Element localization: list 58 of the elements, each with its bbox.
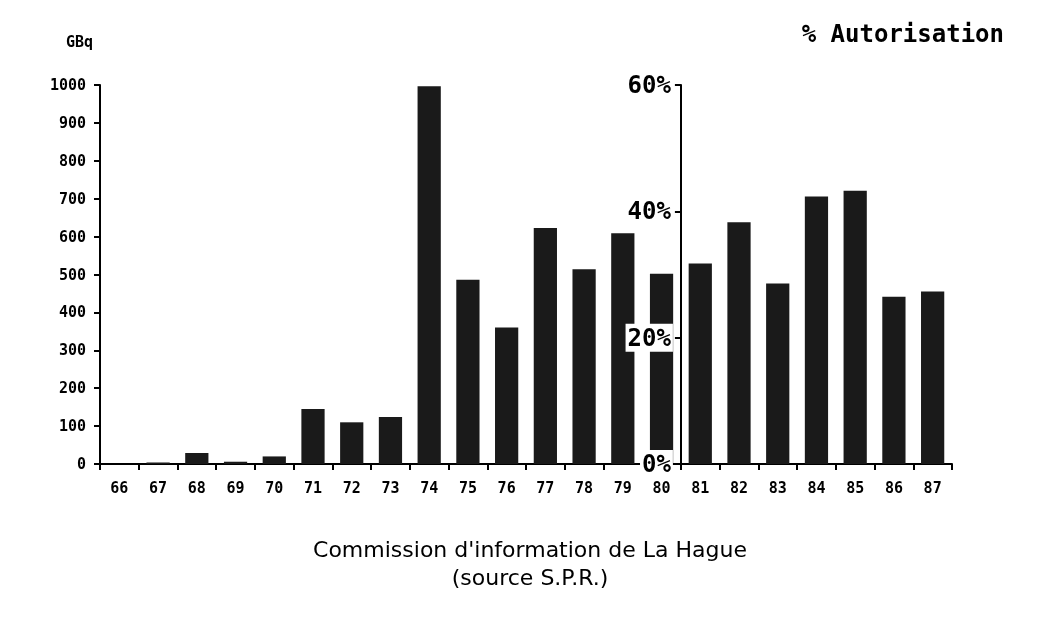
x-tick-label: 75 [458, 478, 477, 497]
y-axis-title: GBq [66, 32, 94, 51]
x-tick-label: 70 [265, 478, 284, 497]
bar [301, 409, 325, 464]
x-tick-label: 84 [807, 478, 826, 497]
bar [804, 196, 829, 464]
x-tick-label: 79 [613, 478, 632, 497]
x-tick-label: 72 [342, 478, 361, 497]
y-tick-label: 1000 [49, 76, 86, 94]
bar [456, 279, 480, 464]
y-tick-label: 200 [58, 379, 86, 398]
x-tick-label: 78 [575, 478, 594, 497]
bar [766, 283, 790, 464]
x-tick-label: 76 [497, 478, 516, 497]
y-tick-label: 0 [76, 455, 86, 473]
y-tick-label: 400 [58, 303, 86, 322]
y2-tick-label: 40% [627, 197, 672, 226]
x-tick-label: 66 [110, 478, 129, 497]
x-tick-label: 71 [303, 478, 323, 497]
bar [727, 222, 751, 464]
y-tick-label: 800 [58, 151, 86, 170]
y-tick-label: 600 [58, 227, 86, 246]
bar [572, 269, 596, 464]
x-tick-label: 74 [420, 478, 439, 497]
bar [185, 453, 209, 464]
x-tick-label: 87 [923, 478, 942, 497]
bar [417, 86, 441, 464]
y2-tick-label: 20% [627, 323, 672, 352]
bar [340, 422, 364, 464]
x-tick-label: 83 [768, 478, 787, 497]
x-tick-label: 67 [149, 478, 168, 497]
bar [843, 190, 867, 464]
bar [882, 296, 906, 464]
bar [921, 291, 945, 464]
x-tick-label: 68 [187, 478, 206, 497]
bar [495, 327, 519, 464]
bar [688, 263, 712, 464]
y2-axis-title: % Autorisation [801, 20, 1005, 48]
y2-tick-label: 60% [627, 71, 672, 99]
bar [533, 227, 557, 464]
text: (source S.P.R.) [451, 564, 609, 590]
bar [262, 456, 286, 464]
y-tick-label: 700 [58, 189, 86, 208]
x-tick-label: 73 [381, 478, 400, 497]
x-tick-label: 69 [226, 478, 245, 497]
x-tick-label: 81 [691, 478, 710, 497]
x-tick-label: 86 [884, 478, 903, 497]
y-tick-label: 300 [58, 341, 86, 360]
x-tick-label: 77 [536, 478, 555, 497]
text: Commission d'information de La Hague [313, 536, 747, 562]
bar [378, 417, 403, 464]
y-tick-label: 500 [58, 265, 86, 284]
x-tick-label: 82 [729, 478, 749, 497]
y2-tick-label: 0% [642, 450, 672, 478]
y-tick-label: 900 [58, 113, 86, 132]
x-tick-label: 80 [652, 478, 671, 497]
x-tick-label: 85 [846, 478, 865, 497]
y-tick-label: 100 [58, 417, 86, 436]
